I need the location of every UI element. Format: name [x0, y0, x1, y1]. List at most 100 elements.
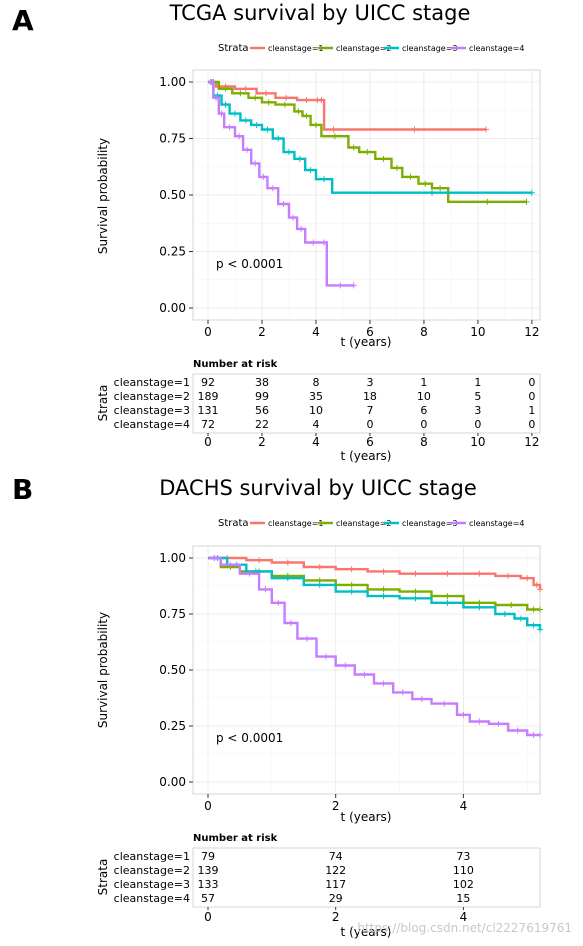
censor-mark [284, 559, 291, 566]
censor-mark [218, 110, 225, 117]
risk-count: 3 [366, 376, 373, 389]
y-ticks-a: 0.00 0.25 0.50 0.75 1.00 [159, 75, 193, 315]
x-tick-label: 2 [258, 325, 266, 339]
risk-count: 18 [363, 390, 377, 403]
risk-count: 15 [456, 892, 470, 905]
censor-mark [524, 575, 531, 582]
censor-mark [303, 635, 310, 642]
y-tick-label: 1.00 [159, 75, 186, 89]
censor-mark [242, 117, 249, 124]
censor-mark [514, 727, 521, 734]
censor-mark [537, 626, 543, 633]
censor-mark [310, 239, 317, 246]
y-tick-label: 0.00 [159, 301, 186, 315]
censor-mark [295, 108, 302, 115]
censor-mark [337, 282, 344, 289]
p-value-b: p < 0.0001 [216, 731, 283, 745]
censor-mark [246, 570, 253, 577]
risk-count: 8 [312, 376, 319, 389]
risk-row-label-b2: cleanstage=2 [114, 864, 190, 877]
x-tick-label: 12 [524, 325, 539, 339]
censor-mark [422, 180, 429, 187]
censor-mark [283, 94, 290, 101]
panel-b: B DACHS survival by UICC stage Strata cl… [12, 473, 543, 939]
curves-b [208, 555, 543, 738]
censor-mark [330, 126, 337, 133]
p-value-a: p < 0.0001 [216, 257, 283, 271]
censor-mark [444, 593, 451, 600]
censor-mark [380, 155, 387, 162]
risk-table-title-b: Number at risk [193, 833, 278, 844]
censor-mark [321, 176, 328, 183]
y-tick-label: 0.75 [159, 607, 186, 621]
censor-mark [441, 700, 448, 707]
legend-label-a3: cleanstage=3 [402, 44, 458, 53]
legend-label-b2: cleanstage=2 [336, 519, 392, 528]
censor-mark [303, 97, 310, 104]
risk-count: 0 [420, 418, 427, 431]
censor-mark [244, 146, 251, 153]
y-tick-label: 0.25 [159, 719, 186, 733]
censor-mark [288, 619, 294, 626]
censor-mark [269, 185, 276, 192]
censor-mark [307, 167, 314, 174]
censor-mark [501, 611, 508, 617]
legend-label-b3: cleanstage=3 [402, 519, 458, 528]
censor-mark [460, 711, 467, 718]
censor-mark [342, 662, 349, 669]
censor-mark [252, 94, 259, 101]
y-axis-label-a: Survival probability [96, 138, 110, 254]
risk-numbers-b: 79 74 73 139 122 110 133 117 102 57 29 15 [198, 850, 474, 905]
x-tick-label: 6 [366, 325, 374, 339]
risk-count: 0 [528, 390, 535, 403]
censor-mark [331, 133, 338, 140]
risk-count: 1 [420, 376, 427, 389]
y-tick-label: 0.50 [159, 188, 186, 202]
censor-mark [533, 581, 540, 588]
risk-x-ticks-a: 0 2 4 6 8 10 12 [204, 433, 540, 449]
survival-curve-1 [208, 80, 486, 131]
legend-label-b1: cleanstage=1 [268, 519, 324, 528]
censor-mark [380, 568, 387, 575]
legend-title-a: Strata [218, 43, 249, 54]
x-tick-label: 0 [204, 325, 212, 339]
censor-mark [275, 599, 282, 606]
risk-x-axis-label-b: t (years) [341, 925, 392, 939]
risk-count: 189 [198, 390, 219, 403]
censor-mark [262, 586, 269, 593]
censor-mark [523, 198, 530, 205]
censor-mark [211, 555, 218, 561]
censor-mark [476, 718, 483, 725]
legend-b: Strata cleanstage=1 cleanstage=2 cleanst… [218, 518, 525, 529]
censor-mark [528, 189, 535, 196]
censor-mark [207, 79, 214, 85]
censor-mark [537, 586, 543, 593]
censor-mark [348, 566, 355, 573]
grid-b [193, 546, 540, 794]
risk-x-tick-label: 4 [460, 910, 468, 924]
censor-mark [252, 160, 259, 167]
censor-mark [222, 85, 229, 92]
risk-row-label-b3: cleanstage=3 [114, 878, 190, 891]
censor-mark [505, 572, 512, 579]
risk-grid-b [207, 848, 464, 907]
risk-count: 0 [474, 418, 481, 431]
risk-count: 110 [453, 864, 474, 877]
risk-row-label-a2: cleanstage=2 [114, 390, 190, 403]
risk-x-tick-label: 2 [332, 910, 340, 924]
risk-table-frame-a [192, 373, 541, 434]
curves-a [207, 79, 535, 289]
y-tick-label: 1.00 [159, 551, 186, 565]
censor-mark [237, 90, 244, 97]
censor-mark [495, 720, 502, 727]
censor-mark [483, 126, 490, 133]
censor-mark [350, 282, 357, 289]
censor-mark [318, 97, 325, 104]
censor-mark [508, 602, 515, 609]
censor-mark [222, 101, 229, 108]
censor-mark [517, 615, 524, 622]
risk-count: 7 [366, 404, 373, 417]
y-tick-label: 0.25 [159, 245, 186, 259]
censor-mark [537, 731, 543, 738]
risk-count: 56 [255, 404, 269, 417]
